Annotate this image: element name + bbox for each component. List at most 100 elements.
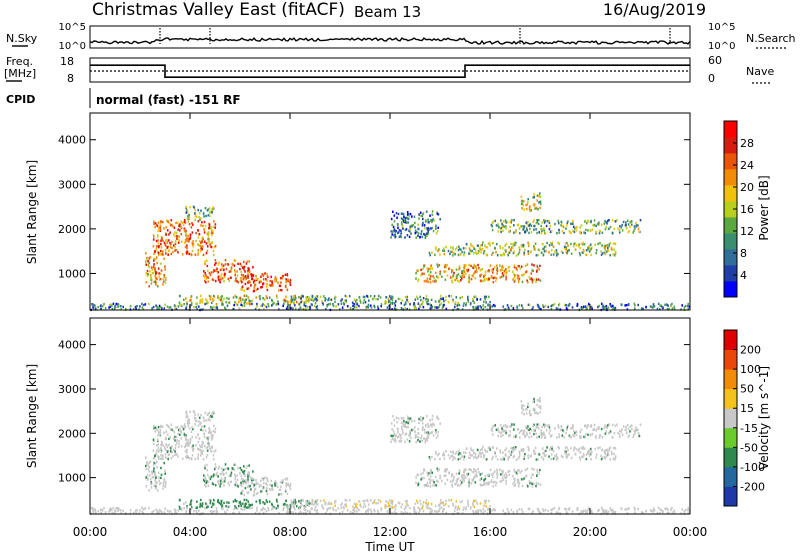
power-cell-14 (403, 219, 406, 222)
velocity-cell-6 (670, 508, 672, 511)
velocity-cell-5 (208, 498, 211, 502)
power-cell-11 (565, 251, 567, 254)
velocity-cell-6 (568, 508, 570, 511)
power-cell-11 (474, 251, 477, 254)
power-cell-9 (452, 254, 454, 257)
power-cell-11 (612, 253, 615, 256)
power-cell-0 (156, 277, 158, 280)
power-cell-1 (211, 233, 213, 237)
velocity-cell-10 (496, 476, 498, 479)
power-cell-5 (179, 303, 181, 306)
velocity-cell-11 (566, 456, 568, 459)
velocity-cell-6 (532, 510, 534, 513)
velocity-cell-14 (429, 423, 432, 427)
power-cell-8 (441, 275, 443, 278)
velocity-cell-0 (158, 482, 161, 486)
power-cell-14 (427, 218, 429, 221)
velocity-cell-2 (203, 419, 205, 423)
velocity-cell-5 (209, 499, 212, 502)
velocity-cell-12 (637, 428, 639, 432)
power-cell-10 (501, 268, 504, 272)
power-cell-1 (187, 237, 190, 241)
power-cell-6 (609, 303, 611, 306)
power-cell-14 (431, 220, 433, 224)
cpid-panel: CPID normal (fast) -151 RF (6, 88, 241, 108)
velocity-cell-12 (548, 432, 551, 435)
velocity-cell-8 (423, 476, 425, 480)
power-cell-14 (435, 232, 438, 235)
power-cell-14 (424, 233, 426, 236)
power-cell-1 (184, 221, 187, 224)
velocity-cell-5 (271, 502, 273, 506)
power-cell-3 (236, 274, 239, 277)
velocity-cell-6 (313, 508, 316, 511)
power-cell-7 (369, 295, 372, 298)
power-cell-5 (235, 302, 238, 306)
velocity-cell-12 (540, 432, 542, 436)
power-cell-1 (175, 221, 177, 225)
velocity-cell-0 (155, 462, 157, 465)
power-cell-5 (244, 300, 246, 303)
velocity-cell-8 (432, 479, 434, 482)
velocity-cell-10 (501, 470, 503, 473)
power-cell-7 (322, 295, 325, 298)
power-cell-5 (228, 301, 231, 304)
velocity-cell-12 (513, 423, 515, 426)
velocity-cell-0 (151, 476, 154, 479)
power-cell-1 (210, 230, 213, 233)
velocity-cell-7 (461, 500, 463, 503)
power-cell-11 (491, 253, 493, 256)
power-cell-6 (553, 303, 556, 306)
velocity-cell-14 (400, 434, 402, 437)
power-cell-6 (195, 305, 197, 309)
power-cell-3 (218, 261, 220, 264)
velocity-cell-3 (209, 477, 212, 481)
power-cell-6 (286, 305, 289, 309)
power-cell-10 (479, 279, 482, 282)
velocity-cell-3 (233, 463, 236, 466)
velocity-cell-8 (459, 479, 462, 483)
power-cell-12 (580, 224, 583, 227)
velocity-cell-6 (196, 512, 198, 515)
power-cell-12 (566, 224, 568, 227)
power-cell-1 (180, 232, 182, 236)
power-cell-4 (275, 279, 278, 283)
velocity-cell-8 (463, 468, 466, 472)
power-cell-14 (409, 228, 411, 231)
velocity-cell-6 (673, 509, 676, 512)
velocity-cell-6 (518, 508, 521, 511)
velocity-cell-12 (586, 426, 588, 429)
power-cell-5 (300, 295, 302, 298)
power-cell-10 (483, 274, 485, 277)
power-cell-11 (523, 253, 525, 256)
power-cell-1 (155, 247, 158, 251)
power-cell-6 (236, 303, 239, 307)
power-cell-6 (283, 302, 285, 306)
power-cell-10 (539, 279, 542, 282)
velocity-cell-7 (353, 502, 356, 505)
power-cell-0 (155, 271, 157, 274)
power-cell-1 (153, 222, 155, 225)
velocity-cell-7 (358, 500, 361, 503)
velocity-cell-12 (579, 436, 581, 439)
power-cell-5 (190, 295, 193, 298)
power-cell-10 (495, 277, 498, 280)
velocity-cell-14 (405, 421, 408, 424)
velocity-cell-9 (463, 455, 466, 458)
power-cell-11 (583, 243, 586, 246)
power-cell-1 (206, 249, 209, 252)
power-cell-6 (299, 306, 302, 309)
velocity-cell-12 (540, 429, 542, 432)
velocity-colorbar-swatch (724, 427, 737, 448)
velocity-cell-11 (614, 456, 617, 460)
power-cell-7 (425, 298, 427, 301)
power-cell-13 (536, 194, 539, 197)
velocity-cell-4 (289, 487, 292, 491)
power-cell-12 (572, 229, 574, 233)
power-cell-7 (407, 300, 409, 303)
velocity-cell-11 (551, 447, 553, 451)
power-cell-1 (169, 245, 172, 249)
velocity-cell-7 (417, 506, 420, 509)
velocity-cell-6 (504, 512, 507, 515)
power-cell-1 (176, 237, 178, 240)
